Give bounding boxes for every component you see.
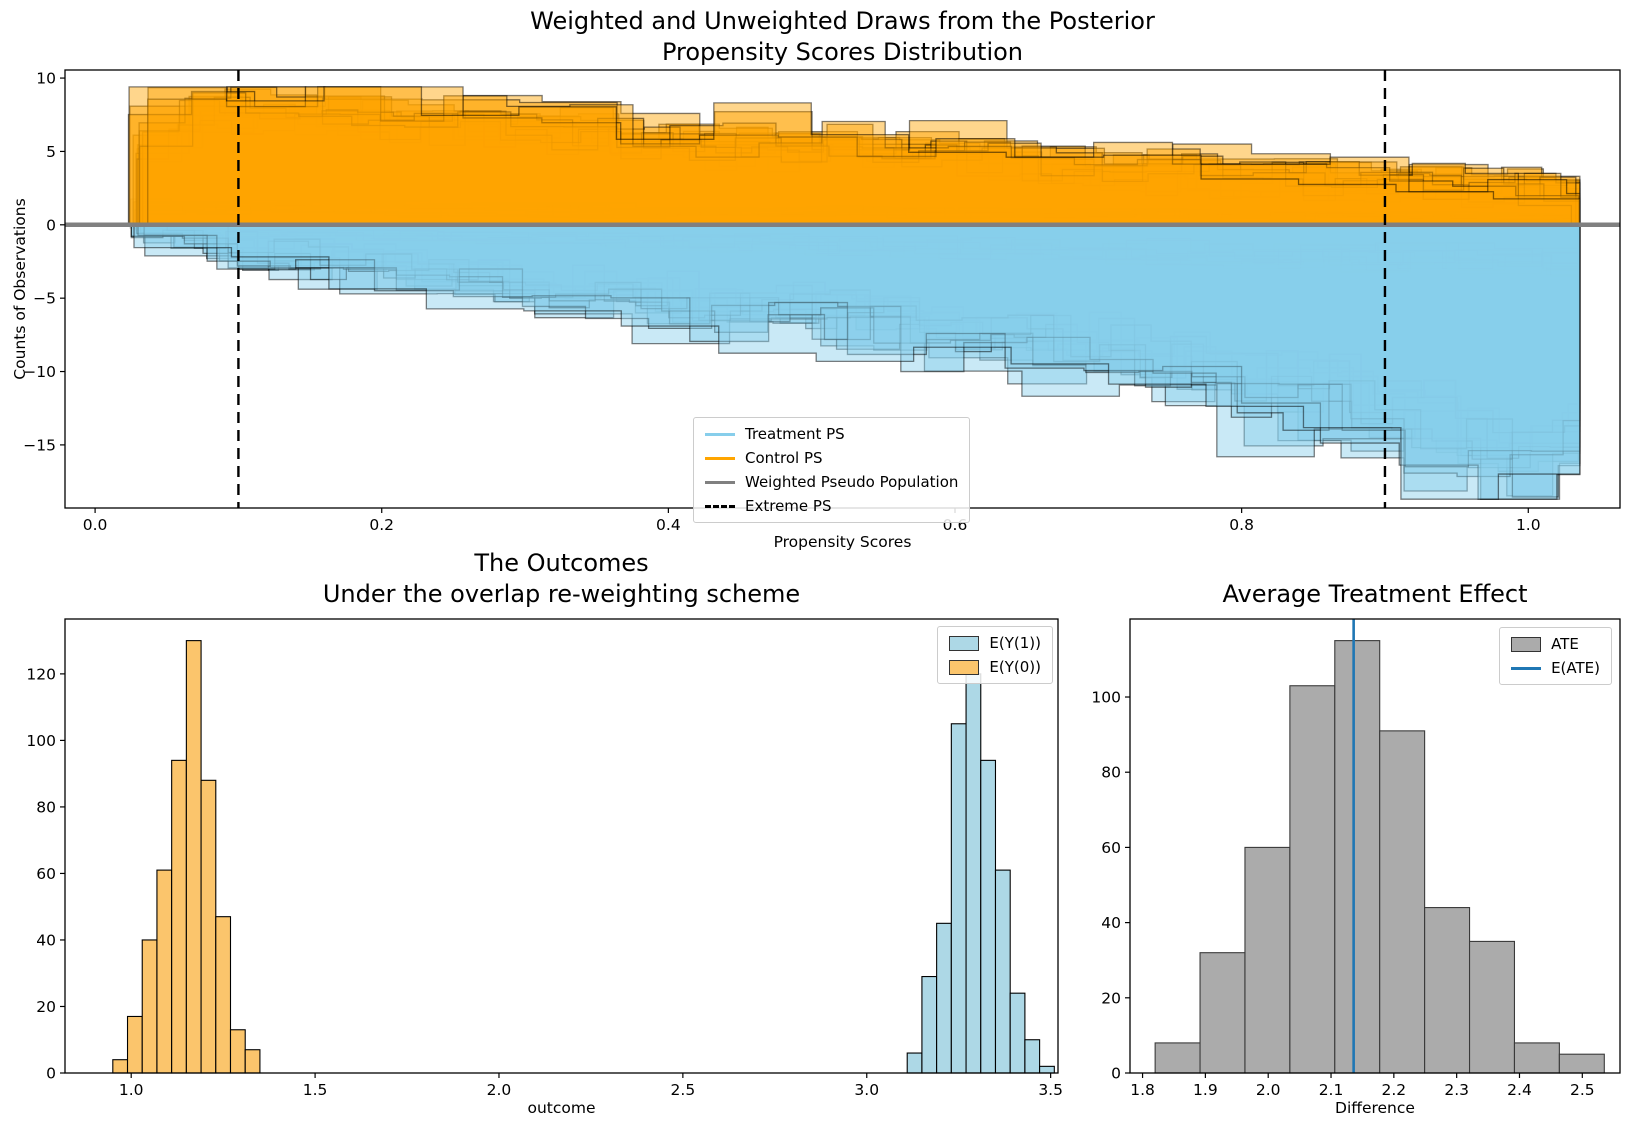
x-tick-label: 2.2 (1382, 1081, 1407, 1099)
legend-label-eate: E(ATE) (1551, 659, 1600, 677)
x-tick-label: 1.0 (119, 1081, 144, 1099)
legend-label-ate: ATE (1551, 635, 1579, 653)
legend-label-extreme-ps: Extreme PS (745, 497, 832, 515)
y-tick-label: 80 (36, 798, 56, 816)
x-tick-label: 2.5 (1570, 1081, 1595, 1099)
x-tick-label: 3.0 (854, 1081, 879, 1099)
outcomes-x-axis-label: outcome (527, 1099, 596, 1117)
y-tick-label: 60 (36, 865, 56, 883)
treatment-ps-draws (130, 224, 1581, 500)
y-tick-label: 100 (26, 732, 56, 750)
legend-row-control-ps: Control PS (705, 449, 958, 467)
propensity-chart-legend: Treatment PS Control PS Weighted Pseudo … (693, 417, 971, 523)
y-tick-label: 100 (1091, 689, 1121, 707)
weighted-population-line-swatch (705, 480, 735, 484)
y-tick-label: 80 (1101, 764, 1121, 782)
legend-row-extreme-ps: Extreme PS (705, 497, 958, 515)
y-tick-label: −15 (23, 436, 56, 454)
ate-chart-canvas: 1.8 1.9 2.0 2.1 2.2 2.3 2.4 2.5 0 20 40 60 80 100 (1091, 618, 1621, 1099)
x-tick-label: 0.4 (656, 516, 681, 534)
y-tick-label: 0 (46, 1065, 56, 1083)
axes-frame: 1.8 1.9 2.0 2.1 2.2 2.3 2.4 2.5 0 20 40 60 80 100 (1091, 618, 1621, 1099)
x-tick-label: 2.0 (1256, 1081, 1281, 1099)
x-tick-label: 1.5 (303, 1081, 328, 1099)
legend-row-ey1: E(Y(1)) (949, 634, 1041, 652)
legend-row-weighted-population: Weighted Pseudo Population (705, 473, 958, 491)
propensity-x-axis-label: Propensity Scores (773, 533, 912, 551)
ate-chart-axes: 1.8 1.9 2.0 2.1 2.2 2.3 2.4 2.5 0 20 40 60 80 100 ATE… (1091, 618, 1621, 1099)
ate-chart-legend: ATE E(ATE) (1499, 627, 1612, 685)
legend-label-ey1: E(Y(1)) (989, 634, 1041, 652)
x-tick-label: 0.8 (1229, 516, 1254, 534)
legend-label-ey0: E(Y(0)) (989, 658, 1041, 676)
ate-chart-title: Average Treatment Effect (1222, 580, 1528, 608)
x-tick-label: 0.0 (83, 516, 108, 534)
y-tick-label: 20 (1101, 989, 1121, 1007)
x-tick-label: 2.0 (487, 1081, 512, 1099)
legend-row-ate: ATE (1511, 635, 1600, 653)
x-tick-label: 3.5 (1038, 1081, 1063, 1099)
y-tick-label: −5 (33, 290, 56, 308)
y-tick-label: 40 (1101, 914, 1121, 932)
y-tick-label: −10 (23, 363, 56, 381)
outcomes-chart-axes: 1.0 1.5 2.0 2.5 3.0 3.5 0 20 40 60 80 100 120 E(Y(1)… (26, 618, 1063, 1099)
y-tick-label: 120 (26, 665, 56, 683)
legend-label-weighted-population: Weighted Pseudo Population (745, 473, 959, 491)
y-tick-label: 0 (1111, 1065, 1121, 1083)
outcomes-chart-legend: E(Y(1)) E(Y(0)) (937, 626, 1053, 684)
propensity-chart-axes: 0.0 0.2 0.4 0.6 0.8 1.0 10 5 0 −5 −10 −15 Treatment… (23, 69, 1621, 534)
histogram-ATE (1154, 640, 1605, 1074)
x-tick-label: 2.4 (1507, 1081, 1532, 1099)
y-tick-label: 20 (36, 998, 56, 1016)
extreme-ps-dashed-swatch (705, 504, 735, 508)
x-tick-label: 1.8 (1130, 1081, 1155, 1099)
top-chart-title: Weighted and Unweighted Draws from the P… (530, 7, 1155, 66)
eate-line-swatch (1511, 666, 1542, 670)
y-tick-label: 0 (46, 216, 56, 234)
histogram-E(Y(1)) (906, 673, 1055, 1074)
x-tick-label: 1.9 (1193, 1081, 1218, 1099)
axes-frame: 1.0 1.5 2.0 2.5 3.0 3.5 0 20 40 60 80 100 120 (26, 618, 1063, 1099)
outcomes-chart-canvas: 1.0 1.5 2.0 2.5 3.0 3.5 0 20 40 60 80 100 120 (26, 618, 1063, 1099)
propensity-y-axis-label: Counts of Observations (11, 198, 29, 380)
ey0-patch-swatch (949, 659, 980, 675)
x-tick-label: 2.3 (1444, 1081, 1469, 1099)
legend-label-control-ps: Control PS (745, 449, 823, 467)
outcomes-chart-title: The Outcomes Under the overlap re-weight… (322, 549, 801, 608)
treatment-ps-line-swatch (705, 432, 735, 436)
x-tick-label: 2.1 (1319, 1081, 1344, 1099)
y-tick-label: 5 (46, 143, 56, 161)
legend-row-ey0: E(Y(0)) (949, 658, 1041, 676)
y-tick-label: 10 (36, 70, 56, 88)
y-tick-label: 40 (36, 931, 56, 949)
control-ps-draws (127, 86, 1581, 226)
legend-label-treatment-ps: Treatment PS (745, 425, 845, 443)
x-tick-label: 1.0 (1516, 516, 1541, 534)
weighted-pseudo-population-draws (129, 198, 1581, 277)
histogram-E(Y(0)) (112, 640, 261, 1074)
ey1-patch-swatch (949, 635, 980, 651)
x-tick-label: 2.5 (671, 1081, 696, 1099)
legend-row-treatment-ps: Treatment PS (705, 425, 958, 443)
ate-patch-swatch (1511, 636, 1542, 652)
control-ps-line-swatch (705, 456, 735, 460)
ate-x-axis-label: Difference (1335, 1099, 1415, 1117)
x-tick-label: 0.2 (369, 516, 394, 534)
y-tick-label: 60 (1101, 839, 1121, 857)
legend-row-eate: E(ATE) (1511, 659, 1600, 677)
